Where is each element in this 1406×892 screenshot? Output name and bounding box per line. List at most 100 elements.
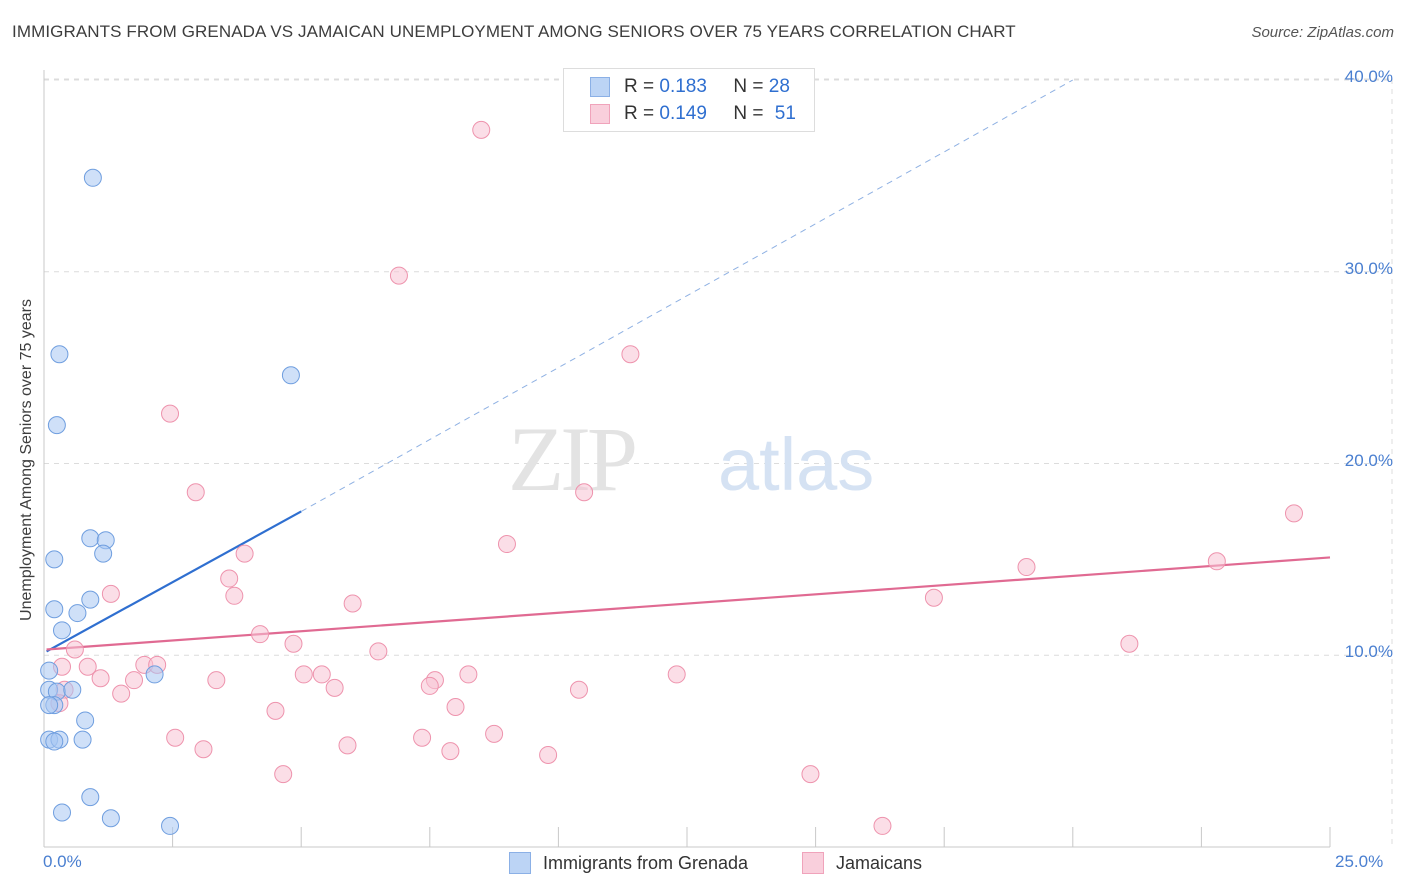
point-grenada bbox=[40, 661, 59, 680]
legend-n-label: N = bbox=[733, 76, 764, 97]
trend-lines bbox=[46, 79, 1331, 653]
bottom-legend-swatch-jamaicans bbox=[802, 852, 824, 874]
source-label: Source: ZipAtlas.com bbox=[1251, 24, 1394, 41]
point-grenada bbox=[45, 600, 64, 619]
y-tick-label: 20.0% bbox=[1344, 450, 1393, 470]
point-jamaicans bbox=[338, 736, 357, 755]
point-jamaicans bbox=[207, 671, 226, 690]
legend: R = 0.183 N = 28 R = 0.149 N = 51 bbox=[563, 68, 815, 132]
legend-r-label: R = bbox=[624, 103, 655, 124]
point-jamaicans bbox=[166, 728, 185, 747]
point-jamaicans bbox=[369, 642, 388, 661]
point-jamaicans bbox=[497, 535, 516, 554]
point-jamaicans bbox=[1207, 552, 1226, 571]
point-jamaicans bbox=[539, 745, 558, 764]
point-jamaicans bbox=[101, 584, 120, 603]
bottom-legend-label-jamaicans: Jamaicans bbox=[836, 852, 923, 873]
point-jamaicans bbox=[1120, 634, 1139, 653]
data-points bbox=[40, 120, 1303, 835]
point-grenada bbox=[40, 696, 59, 715]
point-grenada bbox=[94, 544, 113, 563]
y-tick-label: 30.0% bbox=[1344, 258, 1393, 278]
point-jamaicans bbox=[325, 678, 344, 697]
point-grenada bbox=[81, 529, 100, 548]
legend-row-grenada: R = 0.183 N = 28 bbox=[590, 75, 790, 99]
point-grenada bbox=[50, 345, 69, 364]
point-grenada bbox=[53, 803, 72, 822]
legend-n-grenada: 28 bbox=[768, 76, 790, 97]
point-grenada bbox=[101, 809, 120, 828]
point-jamaicans bbox=[284, 634, 303, 653]
point-grenada bbox=[45, 732, 64, 751]
point-jamaicans bbox=[667, 665, 686, 684]
bottom-legend-grenada: Immigrants from Grenada bbox=[509, 852, 748, 874]
point-grenada bbox=[47, 416, 66, 435]
chart-title: IMMIGRANTS FROM GRENADA VS JAMAICAN UNEM… bbox=[12, 22, 1016, 41]
legend-r-jamaicans: 0.149 bbox=[659, 103, 707, 124]
point-jamaicans bbox=[220, 569, 239, 588]
legend-n-jamaicans: 51 bbox=[774, 103, 796, 124]
point-jamaicans bbox=[312, 665, 331, 684]
point-jamaicans bbox=[924, 588, 943, 607]
point-grenada bbox=[73, 730, 92, 749]
point-jamaicans bbox=[194, 740, 213, 759]
point-jamaicans bbox=[446, 698, 465, 717]
point-jamaicans bbox=[873, 816, 892, 835]
point-jamaicans bbox=[420, 676, 439, 695]
y-tick-label: 10.0% bbox=[1344, 642, 1393, 662]
point-jamaicans bbox=[65, 640, 84, 659]
point-jamaicans bbox=[294, 665, 313, 684]
point-grenada bbox=[83, 168, 102, 187]
trend-line-grenada bbox=[46, 510, 302, 653]
bottom-legend-jamaicans: Jamaicans bbox=[802, 852, 922, 874]
point-jamaicans bbox=[112, 684, 131, 703]
point-jamaicans bbox=[485, 724, 504, 743]
point-jamaicans bbox=[266, 701, 285, 720]
point-grenada bbox=[63, 680, 82, 699]
point-grenada bbox=[53, 621, 72, 640]
watermark-zip: ZIP bbox=[508, 408, 635, 510]
point-jamaicans bbox=[569, 680, 588, 699]
legend-swatch-grenada bbox=[590, 77, 610, 97]
point-jamaicans bbox=[251, 625, 270, 644]
point-jamaicans bbox=[1284, 504, 1303, 523]
y-tick-label: 40.0% bbox=[1344, 67, 1393, 86]
gridlines bbox=[44, 78, 1393, 847]
point-jamaicans bbox=[225, 586, 244, 605]
point-jamaicans bbox=[91, 669, 110, 688]
point-jamaicans bbox=[274, 765, 293, 784]
point-jamaicans bbox=[235, 544, 254, 563]
point-grenada bbox=[68, 604, 87, 623]
point-jamaicans bbox=[161, 404, 180, 423]
point-jamaicans bbox=[186, 483, 205, 502]
x-tick-max: 25.0% bbox=[1335, 852, 1384, 871]
point-grenada bbox=[45, 550, 64, 569]
legend-n-label: N = bbox=[733, 103, 764, 124]
point-jamaicans bbox=[389, 266, 408, 285]
trend-line-jamaicans bbox=[46, 556, 1331, 651]
legend-r-label: R = bbox=[624, 76, 655, 97]
bottom-legend-swatch-grenada bbox=[509, 852, 531, 874]
point-grenada bbox=[76, 711, 95, 730]
watermark-atlas: atlas bbox=[718, 423, 874, 506]
watermark: ZIP atlas bbox=[508, 408, 874, 510]
legend-row-jamaicans: R = 0.149 N = 51 bbox=[590, 102, 796, 126]
point-jamaicans bbox=[441, 742, 460, 761]
point-jamaicans bbox=[801, 765, 820, 784]
trend-line-grenada-extension bbox=[300, 79, 1074, 512]
point-jamaicans bbox=[413, 728, 432, 747]
point-jamaicans bbox=[125, 671, 144, 690]
legend-swatch-jamaicans bbox=[590, 104, 610, 124]
point-jamaicans bbox=[575, 483, 594, 502]
point-jamaicans bbox=[343, 594, 362, 613]
legend-r-grenada: 0.183 bbox=[659, 76, 707, 97]
point-jamaicans bbox=[621, 345, 640, 364]
point-jamaicans bbox=[1017, 558, 1036, 577]
point-grenada bbox=[81, 788, 100, 807]
point-jamaicans bbox=[472, 120, 491, 139]
point-grenada bbox=[161, 816, 180, 835]
point-grenada bbox=[81, 590, 100, 609]
point-jamaicans bbox=[459, 665, 478, 684]
point-jamaicans bbox=[78, 657, 97, 676]
